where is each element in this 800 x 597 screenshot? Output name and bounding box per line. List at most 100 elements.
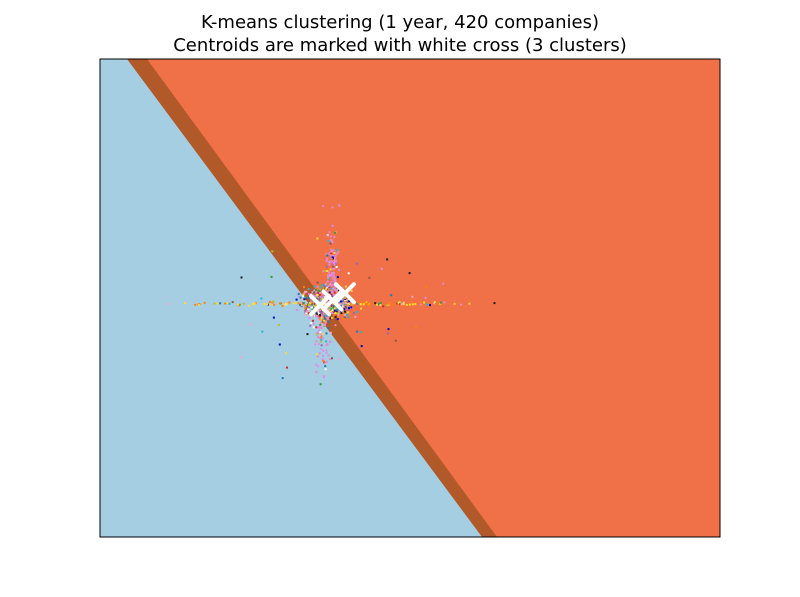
data-point: [429, 304, 431, 307]
data-point: [310, 322, 313, 325]
data-point: [331, 309, 334, 312]
data-point: [334, 252, 337, 255]
data-point: [389, 301, 392, 304]
data-point: [301, 298, 304, 300]
data-point: [348, 303, 351, 306]
data-point: [325, 340, 328, 343]
data-point: [333, 274, 336, 277]
data-point: [308, 317, 311, 320]
data-point: [270, 303, 273, 306]
data-point: [240, 276, 243, 279]
data-point: [323, 315, 326, 318]
data-point: [319, 300, 322, 302]
data-point: [319, 313, 322, 316]
data-point: [226, 301, 229, 304]
data-point: [322, 295, 325, 298]
data-point: [301, 303, 304, 306]
data-point: [310, 300, 313, 303]
data-point: [96, 301, 98, 303]
data-point: [335, 249, 338, 251]
data-point: [394, 339, 397, 342]
data-point: [331, 312, 334, 315]
data-point: [410, 301, 413, 304]
data-point: [277, 324, 280, 326]
data-point: [340, 299, 343, 302]
data-point: [327, 290, 330, 293]
data-point: [328, 252, 331, 255]
data-point: [300, 301, 302, 304]
data-point: [331, 206, 334, 209]
data-point: [347, 272, 350, 275]
data-point: [307, 288, 310, 290]
data-point: [334, 324, 337, 327]
data-point: [272, 316, 275, 319]
data-point: [337, 311, 340, 314]
chart-title: K-means clustering (1 year, 420 companie…: [201, 12, 599, 33]
data-point: [325, 252, 328, 255]
data-point: [319, 340, 322, 343]
data-point: [324, 318, 327, 321]
data-point: [318, 311, 321, 314]
data-point: [313, 290, 316, 293]
data-point: [327, 354, 330, 357]
data-point: [328, 305, 331, 308]
data-point: [242, 302, 245, 305]
data-point: [318, 336, 320, 339]
data-point: [317, 292, 319, 295]
data-point: [341, 305, 344, 308]
data-point: [305, 310, 308, 312]
data-point: [329, 235, 332, 238]
data-point: [323, 375, 325, 378]
cluster-region-high: [147, 59, 720, 537]
data-point: [307, 293, 310, 296]
data-point: [312, 304, 315, 307]
data-point: [252, 303, 255, 306]
data-point: [329, 310, 332, 313]
data-point: [330, 260, 333, 263]
data-point: [310, 302, 313, 305]
data-point: [320, 334, 323, 337]
data-point: [360, 331, 362, 334]
data-point: [325, 307, 328, 310]
data-point: [326, 286, 329, 289]
data-point: [326, 254, 329, 257]
data-point: [319, 337, 322, 340]
data-point: [341, 300, 344, 303]
data-point: [329, 331, 332, 334]
data-point: [330, 317, 333, 319]
data-point: [300, 304, 303, 306]
data-point: [310, 306, 313, 309]
data-point: [330, 274, 333, 277]
data-point: [460, 303, 463, 306]
data-point: [329, 283, 332, 286]
data-point: [308, 310, 311, 313]
data-point: [425, 285, 428, 288]
data-point: [328, 231, 331, 234]
data-point: [322, 354, 325, 357]
data-point: [345, 301, 348, 304]
data-point: [373, 302, 375, 305]
data-point: [312, 302, 315, 305]
data-point: [325, 351, 328, 354]
centroid-markers: [309, 282, 356, 317]
data-point: [408, 303, 411, 306]
data-point: [442, 282, 445, 285]
data-point: [326, 300, 329, 303]
data-point: [324, 270, 327, 272]
data-point: [273, 303, 276, 306]
data-point: [453, 302, 456, 305]
data-point: [439, 301, 442, 304]
data-point: [348, 307, 350, 310]
data-point: [327, 326, 330, 329]
data-point: [312, 292, 315, 295]
data-point: [330, 284, 333, 287]
data-point: [321, 358, 324, 361]
data-point: [184, 302, 187, 304]
data-point: [323, 303, 326, 306]
data-point: [334, 259, 337, 262]
data-point: [344, 285, 347, 288]
data-point: [266, 303, 269, 306]
data-point: [316, 237, 319, 240]
data-point: [324, 296, 327, 299]
data-point: [329, 242, 332, 245]
